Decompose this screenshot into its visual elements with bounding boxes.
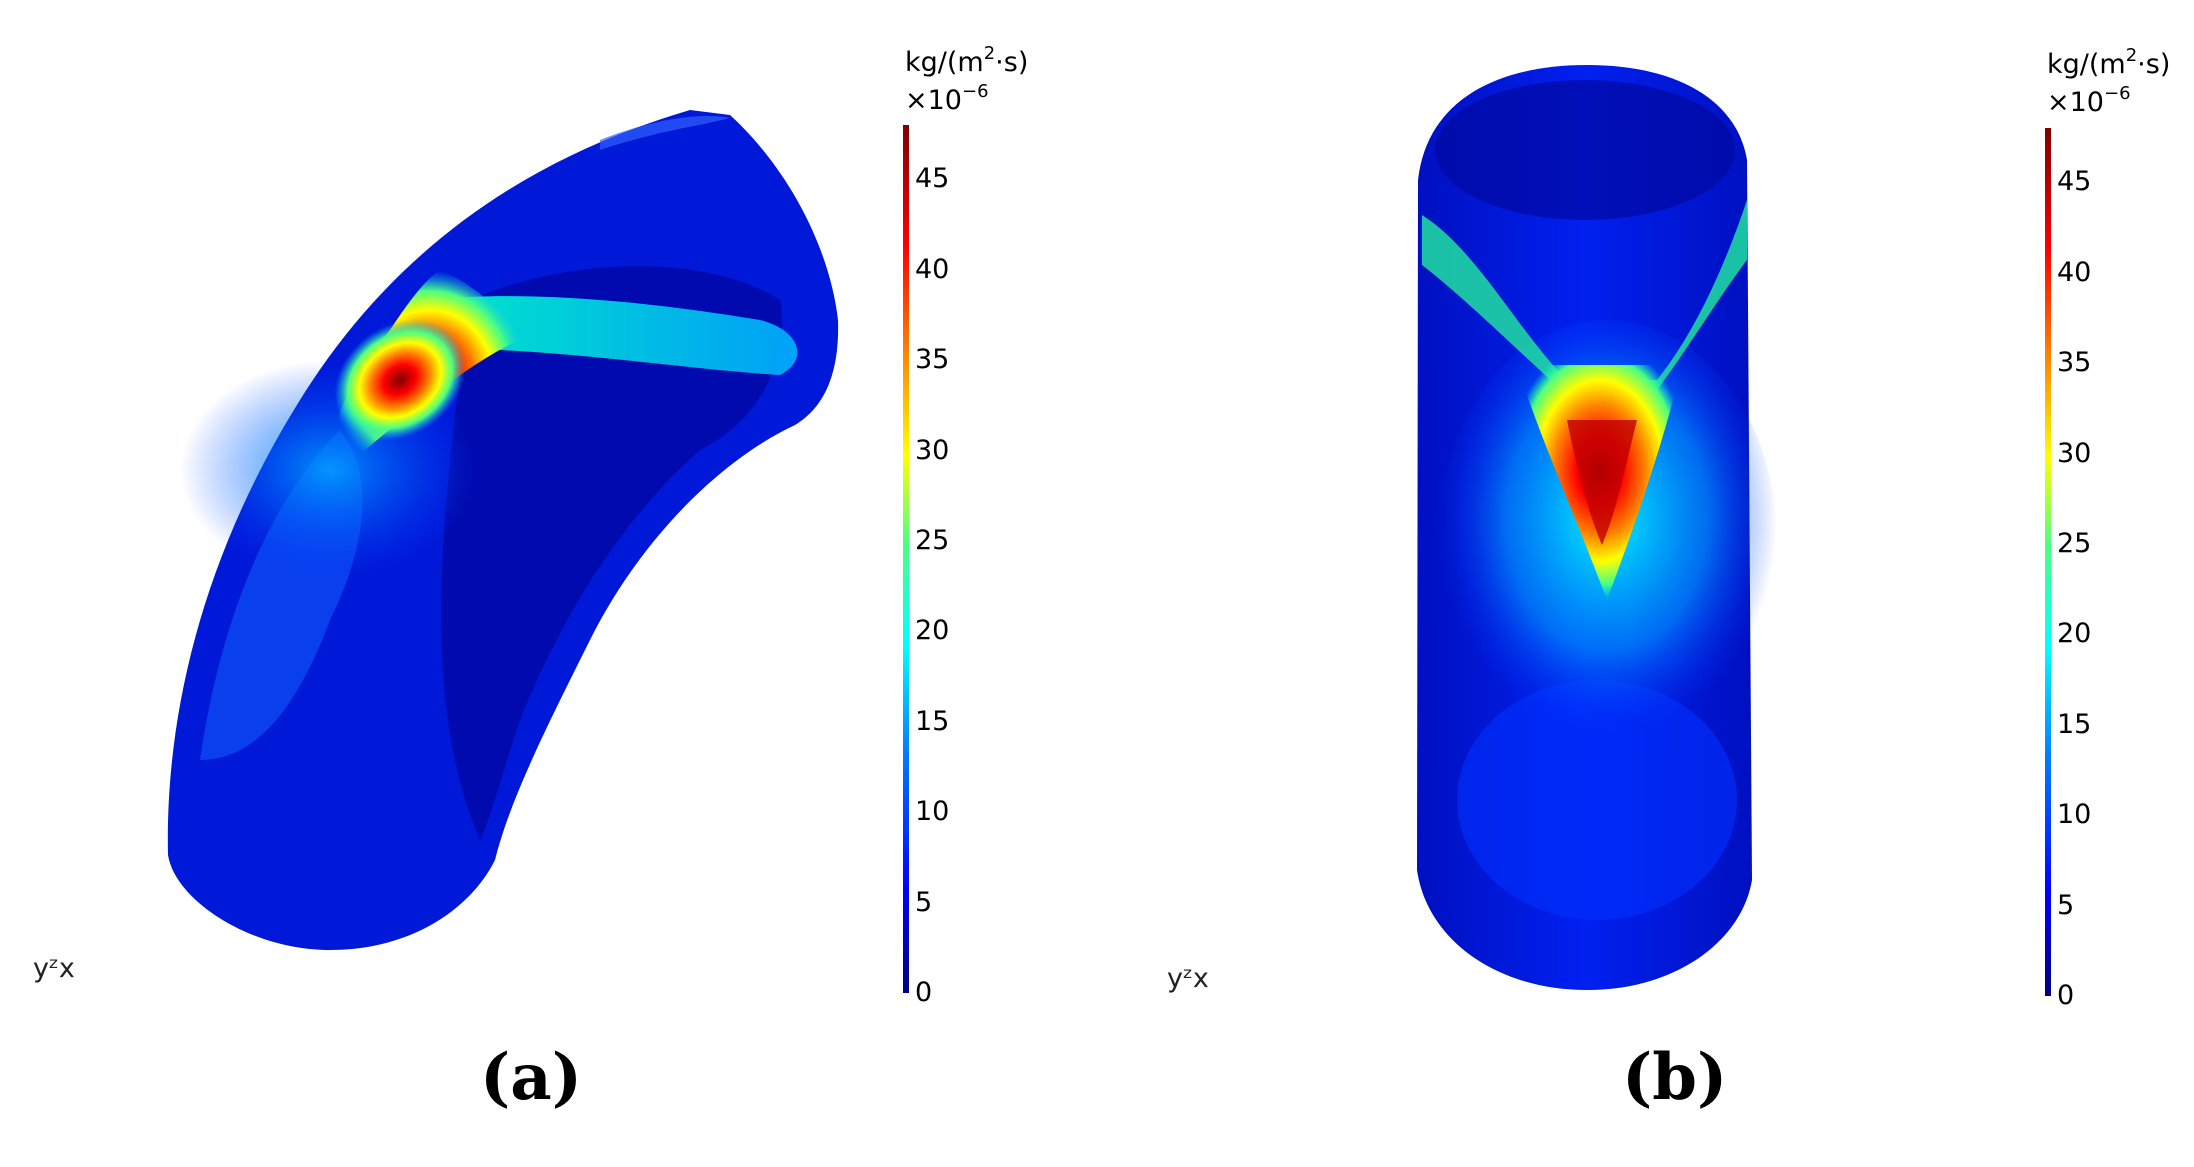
- colorbar-tick-label: 20: [2057, 618, 2092, 650]
- colorbar-tick-label: 30: [915, 434, 950, 466]
- colorbar-tick-label: 10: [915, 796, 950, 828]
- axis-triad: yᶻx: [33, 953, 75, 984]
- top-rim: [600, 116, 730, 150]
- colorbar-tick-label: 5: [2057, 889, 2075, 921]
- elbow-surface-plot: [167, 110, 839, 950]
- panel-b: kg/(m2·s) ×10−6 0 5 10 15 20 25 30 35 40 45 yᶻx (…: [1097, 0, 2194, 1167]
- colorbar-tick-label: 25: [2057, 527, 2092, 559]
- colorbar-tick-label: 15: [915, 705, 950, 737]
- colorbar-tick-label: 30: [2057, 437, 2092, 469]
- colorbar-tick-label: 35: [2057, 347, 2092, 379]
- colorbar-tick-label: 40: [915, 253, 950, 285]
- colorbar-tick-label: 25: [915, 524, 950, 556]
- colorbar: [903, 125, 909, 993]
- colorbar-tick-label: 35: [915, 344, 950, 376]
- colorbar-multiplier: ×10−6: [2047, 83, 2131, 118]
- colorbar-tick-label: 45: [915, 163, 950, 195]
- pipe-surface-plot: [1417, 65, 1777, 990]
- hot-core: [334, 319, 466, 441]
- colorbar-tick-label: 20: [915, 615, 950, 647]
- panel-caption: (b): [1622, 1040, 1728, 1115]
- colorbar-tick-label: 45: [2057, 166, 2092, 198]
- colorbar-tick-label: 40: [2057, 256, 2092, 288]
- colorbar-tick-label: 0: [915, 977, 933, 1008]
- panel-a: kg/(m2·s) ×10−6 0 5 10 15 20 25 30 35 40 45 yᶻx (…: [33, 43, 1029, 1116]
- colorbar: [2045, 128, 2051, 996]
- colorbar-tick-label: 10: [2057, 799, 2092, 831]
- panel-caption: (a): [480, 1040, 583, 1115]
- green-band: [430, 296, 798, 375]
- pipe-top: [1435, 80, 1735, 220]
- axis-triad: yᶻx: [1167, 963, 1209, 994]
- colorbar-tick-label: 0: [2057, 980, 2075, 1011]
- colorbar-tick-label: 5: [915, 886, 933, 918]
- colorbar-unit: kg/(m2·s): [2047, 45, 2171, 80]
- v-band: [1422, 200, 1747, 395]
- colorbar-tick-label: 15: [2057, 708, 2092, 740]
- hot-core: [1567, 420, 1637, 545]
- colorbar-unit: kg/(m2·s): [905, 43, 1029, 78]
- elbow-inner-shade: [441, 266, 782, 840]
- colorbar-multiplier: ×10−6: [905, 81, 989, 116]
